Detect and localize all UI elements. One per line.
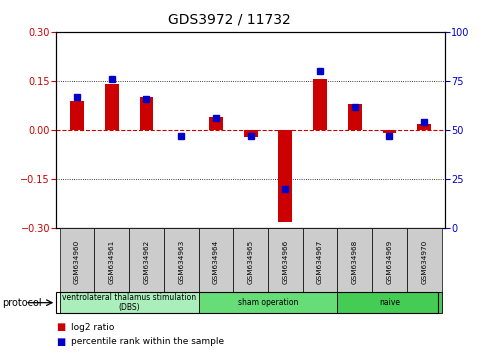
Text: protocol: protocol	[2, 298, 42, 308]
Bar	[139, 97, 153, 130]
Bar	[416, 124, 430, 130]
Text: percentile rank within the sample: percentile rank within the sample	[71, 337, 224, 346]
Text: GSM634968: GSM634968	[351, 239, 357, 284]
Text: GSM634966: GSM634966	[282, 239, 288, 284]
Bar	[233, 228, 267, 292]
Bar	[337, 228, 371, 292]
Bar	[382, 130, 396, 133]
Text: ventrolateral thalamus stimulation
(DBS): ventrolateral thalamus stimulation (DBS)	[62, 293, 196, 312]
Text: GSM634960: GSM634960	[74, 239, 80, 284]
Bar	[208, 117, 223, 130]
Bar	[198, 228, 233, 292]
Text: GSM634967: GSM634967	[316, 239, 323, 284]
Bar	[163, 228, 198, 292]
Bar	[312, 79, 326, 130]
Bar	[94, 228, 129, 292]
Text: GSM634961: GSM634961	[108, 239, 115, 284]
Text: GSM634963: GSM634963	[178, 239, 184, 284]
Bar	[129, 228, 163, 292]
Bar	[243, 130, 257, 137]
Bar	[60, 228, 94, 292]
Bar	[347, 104, 361, 130]
Bar	[371, 228, 406, 292]
Bar	[406, 228, 441, 292]
Bar	[60, 292, 198, 313]
Bar	[70, 101, 84, 130]
Bar	[267, 228, 302, 292]
Bar	[104, 84, 119, 130]
Bar	[278, 130, 292, 222]
Text: GSM634970: GSM634970	[420, 239, 427, 284]
Text: naive: naive	[378, 298, 399, 307]
Text: GSM634962: GSM634962	[143, 239, 149, 284]
Bar	[302, 228, 337, 292]
Text: ■: ■	[56, 337, 65, 347]
Text: GDS3972 / 11732: GDS3972 / 11732	[168, 12, 291, 27]
Bar	[198, 292, 337, 313]
Text: log2 ratio: log2 ratio	[71, 323, 114, 332]
Text: GSM634964: GSM634964	[212, 239, 219, 284]
Text: sham operation: sham operation	[237, 298, 298, 307]
Bar	[337, 292, 441, 313]
Text: GSM634965: GSM634965	[247, 239, 253, 284]
Text: GSM634969: GSM634969	[386, 239, 392, 284]
Text: ■: ■	[56, 322, 65, 332]
